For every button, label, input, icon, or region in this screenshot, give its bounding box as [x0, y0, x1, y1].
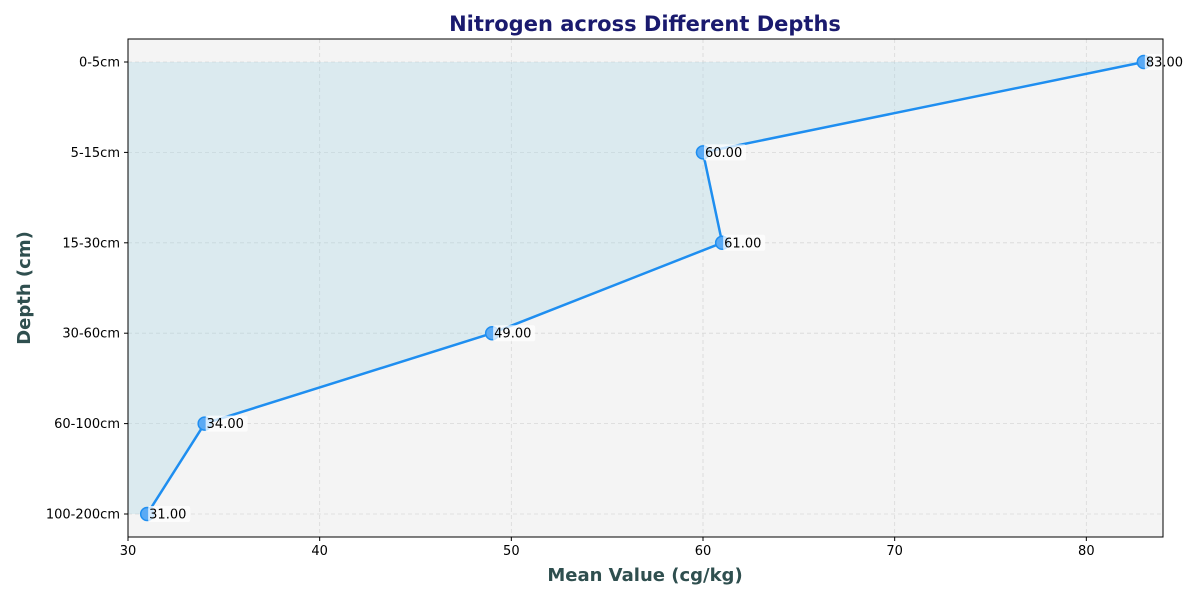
- data-label-background: [493, 325, 536, 342]
- area-fill-path: [128, 62, 1144, 514]
- y-tick-label: 60-100cm: [54, 417, 120, 432]
- data-label-background: [148, 506, 191, 522]
- y-tick-label: 0-5cm: [79, 56, 120, 71]
- x-tick-label: 60: [695, 544, 712, 559]
- data-label-background: [723, 234, 766, 251]
- data-label: 31.00: [149, 508, 186, 523]
- x-tick-label: 40: [311, 544, 328, 559]
- x-tick-label: 30: [120, 544, 137, 559]
- series-line: [146, 60, 1145, 515]
- data-label-background: [205, 415, 248, 432]
- x-tick-label: 80: [1078, 544, 1095, 559]
- data-label: 60.00: [705, 146, 742, 161]
- data-label: 49.00: [494, 327, 531, 342]
- x-tick-label: 70: [886, 544, 903, 559]
- data-label: 34.00: [207, 417, 244, 432]
- series-line-path: [146, 60, 1145, 515]
- data-label: 83.00: [1146, 56, 1183, 71]
- x-axis-title: Mean Value (cg/kg): [547, 565, 742, 586]
- plot-frame: [127, 38, 1164, 538]
- data-label-background: [1144, 54, 1187, 70]
- y-tick-label: 15-30cm: [62, 236, 120, 251]
- y-tick-label: 30-60cm: [62, 327, 120, 342]
- x-axis: 30 40 50 60 70 80: [120, 537, 1095, 559]
- chart-title: Nitrogen across Different Depths: [449, 12, 841, 36]
- area-fill: [128, 62, 1144, 514]
- x-tick-label: 50: [503, 544, 520, 559]
- data-label-background: [704, 144, 746, 161]
- data-labels: 83.00 60.00 61.00 49.00 34.00 31.00: [148, 54, 1187, 523]
- plot-area: [128, 39, 1163, 537]
- data-label: 61.00: [724, 236, 761, 251]
- y-tick-label: 5-15cm: [71, 146, 120, 161]
- y-axis-title: Depth (cm): [14, 231, 35, 345]
- y-tick-label: 100-200cm: [46, 508, 120, 523]
- y-axis: 0-5cm 5-15cm 15-30cm 30-60cm 60-100cm 100-200…: [46, 56, 128, 523]
